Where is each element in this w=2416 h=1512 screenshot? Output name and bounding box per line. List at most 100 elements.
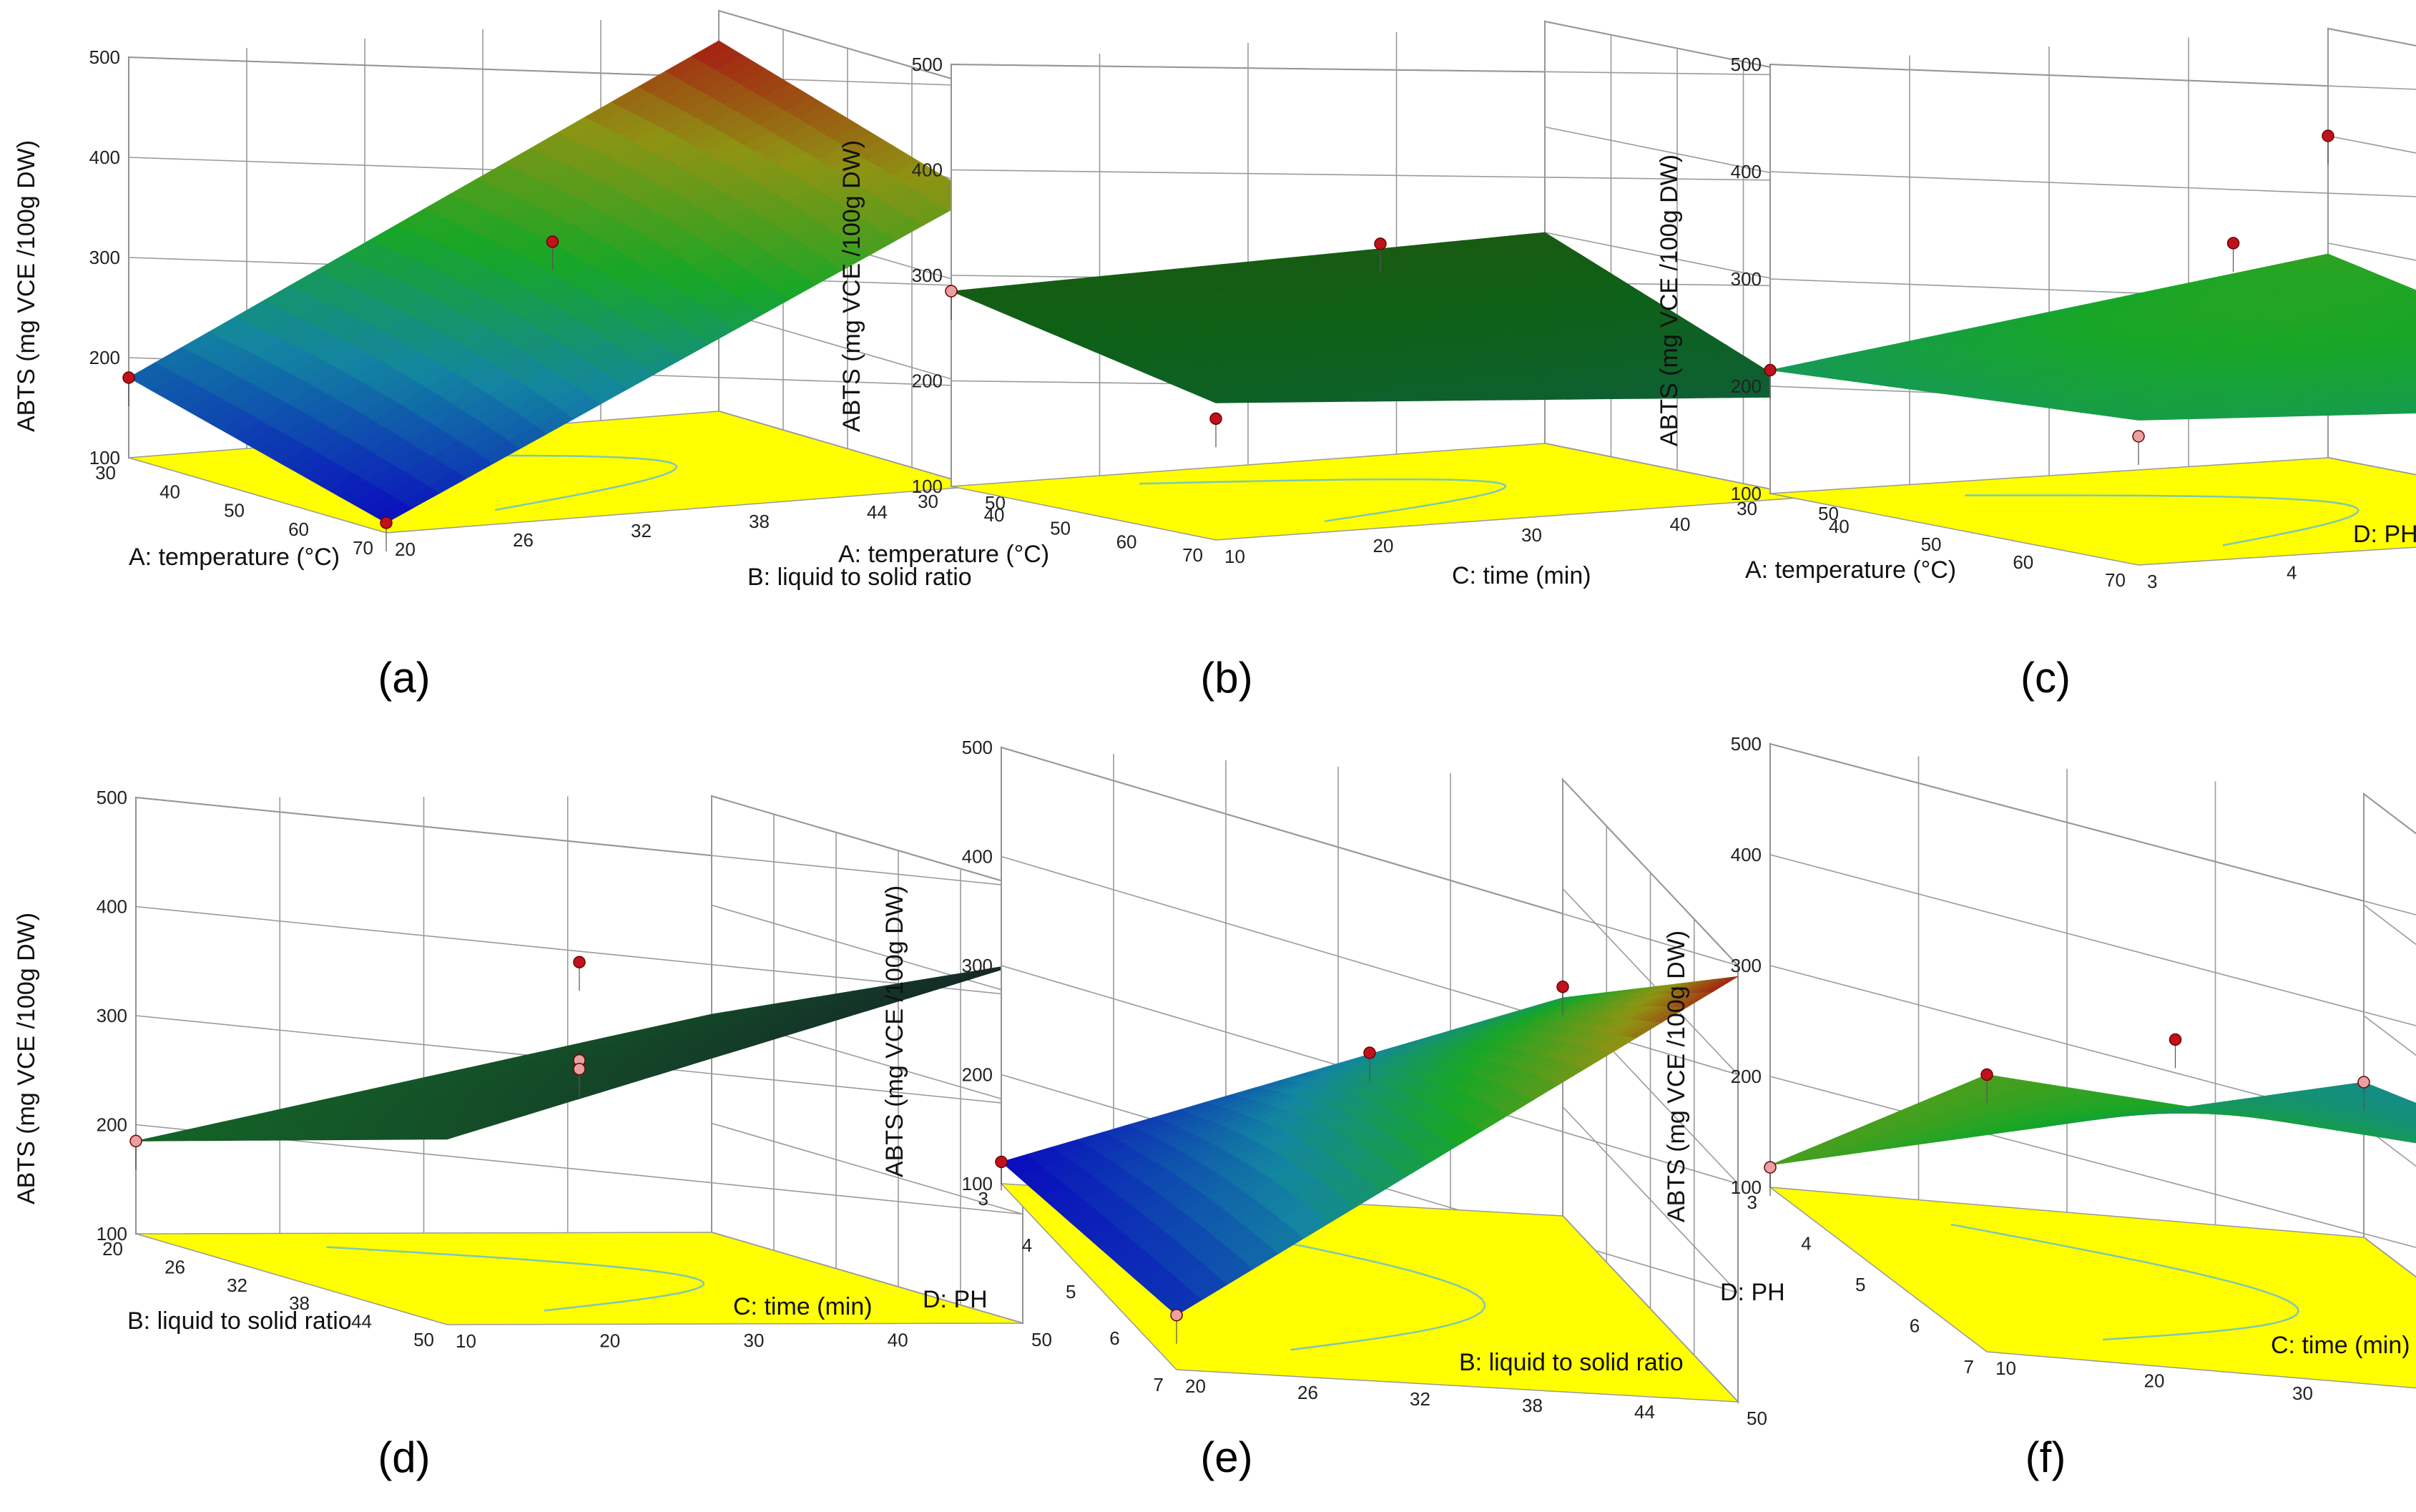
y-tick-label: 32 xyxy=(631,520,652,541)
y-tick-label: 3 xyxy=(2147,571,2157,592)
z-tick-label: 500 xyxy=(97,787,127,808)
z-axis-label: ABTS (mg VCE /100g DW) xyxy=(881,885,908,1177)
z-tick-label: 300 xyxy=(89,247,120,268)
x-axis-label: B: liquid to solid ratio xyxy=(127,1307,352,1335)
x-tick-label: 44 xyxy=(351,1311,372,1332)
z-tick-label: 200 xyxy=(1731,1066,1762,1087)
x-tick-label: 6 xyxy=(1109,1327,1119,1349)
data-point xyxy=(129,1134,142,1148)
z-tick-label: 300 xyxy=(962,955,993,976)
data-point xyxy=(2132,430,2145,443)
x-tick-label: 32 xyxy=(227,1275,247,1296)
z-gridline xyxy=(1769,28,2416,90)
surface-plot-3: 100200300400500304050607034567ABTS (mg V… xyxy=(1656,27,2416,702)
panel-label: (f) xyxy=(2025,1433,2066,1481)
x-tick-label: 20 xyxy=(102,1238,123,1260)
z-gridline xyxy=(1769,242,2416,305)
data-point xyxy=(1980,1068,1993,1081)
data-point xyxy=(1209,412,1222,426)
surface-cell xyxy=(2402,294,2416,300)
y-axis-label: D: PH xyxy=(2353,521,2416,548)
data-point xyxy=(1363,1046,1376,1059)
x-tick-label: 5 xyxy=(1855,1274,1865,1295)
tick-labels: 100200300400500304050607034567 xyxy=(1731,54,2297,592)
x-tick-label: 40 xyxy=(984,504,1005,526)
surface-cell xyxy=(2402,310,2416,315)
y-tick-label: 30 xyxy=(1521,524,1542,546)
data-point xyxy=(2357,1076,2370,1089)
x-tick-label: 60 xyxy=(1116,531,1137,552)
x-tick-label: 7 xyxy=(1964,1356,1974,1378)
data-point xyxy=(2322,129,2334,142)
x-axis-label: A: temperature (°C) xyxy=(129,544,340,571)
surface-cell xyxy=(2402,325,2416,333)
y-axis-label: B: liquid to solid ratio xyxy=(1459,1349,1684,1376)
y-tick-label: 10 xyxy=(456,1330,476,1352)
data-point xyxy=(1170,1309,1183,1322)
z-tick-label: 200 xyxy=(89,347,120,368)
y-tick-label: 20 xyxy=(395,539,416,560)
x-tick-label: 3 xyxy=(1747,1192,1757,1213)
data-point xyxy=(2169,1033,2182,1046)
data-point xyxy=(1764,363,1777,377)
floor-contour xyxy=(1139,478,1507,523)
z-axis-label: ABTS (mg VCE /100g DW) xyxy=(1656,154,1683,446)
x-tick-label: 30 xyxy=(95,462,116,483)
data-point xyxy=(2226,237,2240,250)
y-axis-label: C: time (min) xyxy=(733,1293,873,1320)
y-tick-label: 20 xyxy=(1373,535,1394,556)
y-tick-label: 50 xyxy=(1747,1408,1767,1429)
x-tick-label: 70 xyxy=(2105,569,2126,591)
x-tick-label: 7 xyxy=(1154,1374,1164,1395)
z-tick-label: 200 xyxy=(962,1064,993,1086)
x-axis-label: A: temperature (°C) xyxy=(838,541,1049,568)
y-tick-label: 20 xyxy=(1185,1375,1206,1397)
y-tick-label: 44 xyxy=(867,501,888,523)
z-tick-label: 400 xyxy=(962,846,993,868)
z-tick-label: 200 xyxy=(97,1114,127,1136)
y-tick-label: 30 xyxy=(744,1330,765,1351)
surface-cell xyxy=(2408,391,2416,396)
z-tick-label: 200 xyxy=(912,370,943,392)
z-tick-label: 100 xyxy=(97,1223,127,1245)
z-tick-label: 200 xyxy=(1731,375,1762,397)
surface-plot-6: 100200300400500345671020304050ABTS (mg V… xyxy=(1663,733,2416,1481)
x-tick-label: 70 xyxy=(353,537,373,559)
z-tick-label: 400 xyxy=(89,147,120,168)
x-tick-label: 50 xyxy=(224,500,245,521)
x-tick-label: 50 xyxy=(1050,518,1071,539)
y-tick-label: 4 xyxy=(2287,562,2297,584)
z-tick-label: 100 xyxy=(89,447,120,468)
surface-cell xyxy=(685,1011,726,1021)
response-surface xyxy=(135,963,1023,1142)
panel-label: (b) xyxy=(1200,654,1252,702)
surface-cell xyxy=(2410,338,2416,342)
y-tick-label: 32 xyxy=(1410,1388,1430,1410)
y-tick-label: 30 xyxy=(2292,1383,2313,1404)
data-point xyxy=(546,235,559,248)
y-tick-label: 40 xyxy=(888,1330,908,1351)
z-tick-label: 400 xyxy=(912,159,943,181)
x-tick-label: 50 xyxy=(413,1329,434,1350)
z-axis-label: ABTS (mg VCE /100g DW) xyxy=(838,140,865,432)
x-tick-label: 5 xyxy=(1066,1281,1076,1302)
panel-label: (d) xyxy=(378,1433,430,1481)
floor-plane xyxy=(1769,457,2416,566)
x-tick-label: 4 xyxy=(1022,1234,1032,1256)
z-tick-label: 400 xyxy=(97,896,127,918)
surface-cell xyxy=(691,40,732,64)
tick-labels: 100 200 300 400 500 20 26 32 38 44 50 10 20 30 40 50 xyxy=(97,787,1052,1352)
response-surface xyxy=(951,232,1811,403)
x-tick-label: 40 xyxy=(1829,516,1850,537)
x-tick-label: 70 xyxy=(1182,544,1203,566)
surface-cell xyxy=(2400,370,2416,381)
z-tick-label: 500 xyxy=(89,46,120,68)
z-tick-label: 500 xyxy=(912,54,943,75)
x-tick-label: 30 xyxy=(918,491,938,512)
y-tick-label: 20 xyxy=(2144,1370,2165,1392)
floor-contour xyxy=(326,1246,705,1312)
